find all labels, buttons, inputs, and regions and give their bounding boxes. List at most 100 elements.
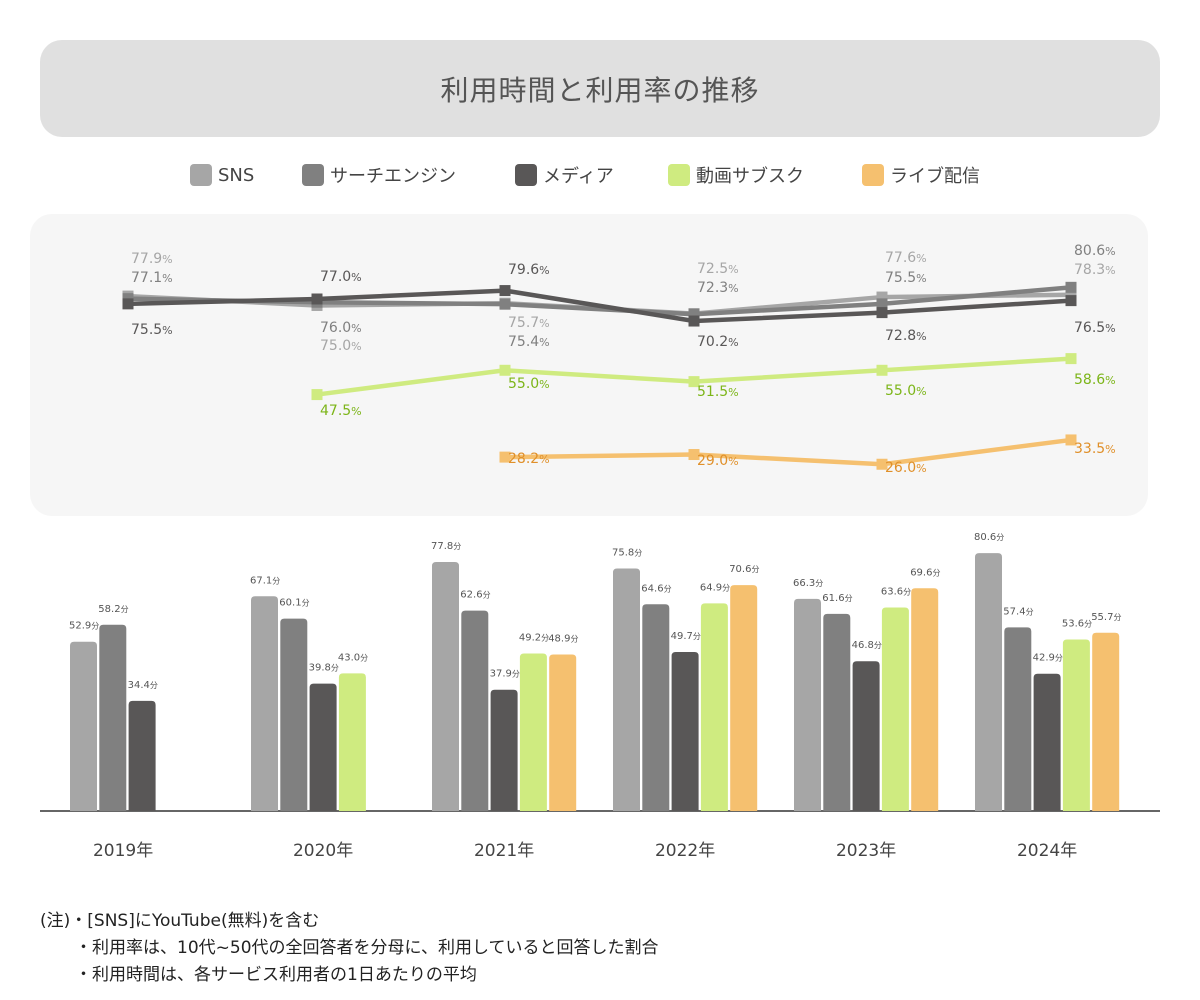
time-label-media-2023年: 46.8分 <box>852 640 882 651</box>
time-label-sns-2020年: 67.1分 <box>250 575 280 586</box>
notes: (注)・[SNS]にYouTube(無料)を含む ・利用率は、10代~50代の全… <box>40 908 659 989</box>
x-tick-label-2020年: 2020年 <box>293 841 353 861</box>
bar-media-2023年 <box>852 661 880 811</box>
time-label-search-engine-2020年: 60.1分 <box>279 598 309 609</box>
marker-video-subscription-2023年 <box>876 364 888 376</box>
legend-item-search-engine: サーチエンジン <box>302 160 456 190</box>
bar-video-subscription-2024年 <box>1062 639 1090 811</box>
time-label-live-streaming-2023年: 69.6分 <box>910 567 940 578</box>
bar-search-engine-2020年 <box>280 618 308 811</box>
marker-video-subscription-2024年 <box>1065 353 1077 365</box>
time-label-media-2024年: 42.9分 <box>1033 653 1063 664</box>
legend-swatch-live-streaming <box>862 164 884 186</box>
legend-label-search-engine: サーチエンジン <box>330 166 456 187</box>
time-label-search-engine-2022年: 64.6分 <box>641 583 671 594</box>
bar-live-streaming-2021年 <box>549 654 577 811</box>
rate-label-media-2019年: 75.5% <box>131 322 173 338</box>
marker-media-2023年 <box>876 307 888 319</box>
marker-video-subscription-2020年 <box>311 389 323 401</box>
bar-sns-2020年 <box>251 596 278 811</box>
rate-label-sns-2022年: 72.5% <box>697 261 739 277</box>
marker-live-streaming-2024年 <box>1065 434 1077 446</box>
legend-label-media: メディア <box>543 166 614 187</box>
marker-search-engine-2022年 <box>688 308 700 320</box>
time-label-sns-2024年: 80.6分 <box>974 532 1004 543</box>
rate-label-search-engine-2021年: 75.4% <box>508 334 550 350</box>
bar-video-subscription-2020年 <box>338 673 366 811</box>
rate-label-video-subscription-2023年: 55.0% <box>885 383 927 399</box>
bar-sns-2023年 <box>794 598 821 811</box>
bar-sns-2019年 <box>70 641 97 811</box>
time-label-media-2019年: 34.4分 <box>128 680 158 691</box>
time-label-sns-2023年: 66.3分 <box>793 578 823 589</box>
legend-item-sns: SNS <box>190 160 254 190</box>
line-live-streaming <box>504 437 1072 467</box>
rate-label-video-subscription-2022年: 51.5% <box>697 384 739 400</box>
rate-label-search-engine-2019年: 77.1% <box>131 270 173 286</box>
x-tick-label-2019年: 2019年 <box>93 841 153 861</box>
time-label-video-subscription-2021年: 49.2分 <box>519 633 549 644</box>
time-label-live-streaming-2024年: 55.7分 <box>1091 612 1121 623</box>
legend-label-live-streaming: ライブ配信 <box>890 166 980 187</box>
legend-item-video-subscription: 動画サブスク <box>668 160 804 190</box>
legend-item-media: メディア <box>515 160 614 190</box>
rate-label-sns-2019年: 77.9% <box>131 251 173 267</box>
marker-search-engine-2023年 <box>876 298 888 310</box>
marker-live-streaming-2023年 <box>876 458 888 470</box>
note-line-2: ・利用率は、10代~50代の全回答者を分母に、利用していると回答した割合 <box>75 938 659 958</box>
bar-live-streaming-2022年 <box>730 585 758 811</box>
marker-live-streaming-2022年 <box>688 449 700 461</box>
time-label-search-engine-2023年: 61.6分 <box>822 593 852 604</box>
bar-search-engine-2019年 <box>99 624 127 811</box>
bar-sns-2021年 <box>432 562 459 811</box>
x-tick-label-2023年: 2023年 <box>836 841 896 861</box>
marker-search-engine-2024年 <box>1065 281 1077 293</box>
rate-label-video-subscription-2024年: 58.6% <box>1074 372 1116 388</box>
rate-label-live-streaming-2023年: 26.0% <box>885 460 927 476</box>
time-label-sns-2021年: 77.8分 <box>431 541 461 552</box>
legend-swatch-media <box>515 164 537 186</box>
rate-label-live-streaming-2022年: 29.0% <box>697 453 739 469</box>
marker-video-subscription-2022年 <box>688 376 700 388</box>
bar-media-2021年 <box>490 689 518 811</box>
legend-swatch-video-subscription <box>668 164 690 186</box>
time-label-video-subscription-2020年: 43.0分 <box>338 652 368 663</box>
marker-media-2021年 <box>499 285 511 297</box>
rate-label-media-2023年: 72.8% <box>885 328 927 344</box>
time-label-media-2022年: 49.7分 <box>671 631 701 642</box>
bar-search-engine-2021年 <box>461 610 489 811</box>
rate-label-sns-2020年: 75.0% <box>320 338 362 354</box>
bar-sns-2024年 <box>975 553 1002 811</box>
time-label-media-2020年: 39.8分 <box>309 663 339 674</box>
time-label-video-subscription-2023年: 63.6分 <box>881 586 911 597</box>
legend-label-sns: SNS <box>218 164 255 186</box>
rate-label-live-streaming-2021年: 28.2% <box>508 451 550 467</box>
time-label-search-engine-2019年: 58.2分 <box>98 604 128 615</box>
time-label-live-streaming-2022年: 70.6分 <box>729 564 759 575</box>
x-tick-label-2021年: 2021年 <box>474 841 534 861</box>
time-label-sns-2022年: 75.8分 <box>612 547 642 558</box>
marker-sns-2023年 <box>876 291 888 303</box>
bar-video-subscription-2023年 <box>881 607 909 811</box>
legend: SNS サーチエンジン メディア 動画サブスク ライブ配信 <box>0 160 1200 190</box>
bar-search-engine-2024年 <box>1004 627 1032 811</box>
rate-label-search-engine-2024年: 80.6% <box>1074 243 1116 259</box>
rate-label-sns-2023年: 77.6% <box>885 250 927 266</box>
rate-label-media-2024年: 76.5% <box>1074 320 1116 336</box>
rate-label-sns-2021年: 75.7% <box>508 315 550 331</box>
time-label-video-subscription-2024年: 53.6分 <box>1062 618 1092 629</box>
rate-label-media-2022年: 70.2% <box>697 334 739 350</box>
bar-media-2020年 <box>309 683 337 811</box>
bar-live-streaming-2023年 <box>911 588 939 811</box>
chart-title: 利用時間と利用率の推移 <box>440 73 760 107</box>
rate-label-sns-2024年: 78.3% <box>1074 262 1116 278</box>
bar-search-engine-2022年 <box>642 604 670 811</box>
note-line-1: (注)・[SNS]にYouTube(無料)を含む <box>40 911 320 931</box>
time-label-media-2021年: 37.9分 <box>490 669 520 680</box>
rate-label-media-2020年: 77.0% <box>320 269 362 285</box>
rate-label-media-2021年: 79.6% <box>508 262 550 278</box>
time-label-live-streaming-2021年: 48.9分 <box>548 634 578 645</box>
time-label-video-subscription-2022年: 64.9分 <box>700 582 730 593</box>
bar-search-engine-2023年 <box>823 613 851 811</box>
